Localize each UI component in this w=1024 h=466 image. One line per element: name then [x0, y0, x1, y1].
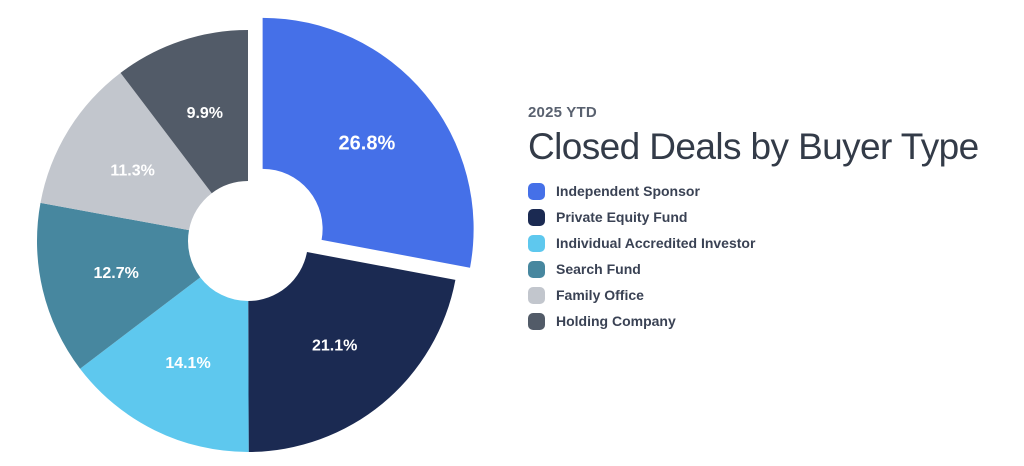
legend-item-search-fund: Search Fund [528, 261, 1018, 278]
legend-label: Family Office [556, 287, 644, 303]
pie-slice-individual-accredited-investor [80, 277, 249, 453]
chart-eyebrow: 2025 YTD [528, 104, 597, 121]
pie-slice-private-equity-fund [248, 252, 456, 452]
pie-slice-search-fund [37, 202, 201, 369]
slice-percent-label-individual-accredited-investor: 14.1% [165, 355, 210, 372]
chart-title: Closed Deals by Buyer Type [528, 126, 979, 167]
legend-label: Independent Sponsor [556, 183, 700, 199]
pie-slice-family-office [40, 72, 212, 231]
legend-swatch-holding-company [528, 313, 545, 330]
legend-label: Search Fund [556, 261, 641, 277]
legend-item-family-office: Family Office [528, 287, 1018, 304]
pie-slice-independent-sponsor [262, 17, 474, 268]
legend-label: Private Equity Fund [556, 209, 688, 225]
slice-percent-label-family-office: 11.3% [110, 163, 154, 180]
slice-percent-label-search-fund: 12.7% [94, 265, 139, 282]
legend-swatch-private-equity-fund [528, 209, 545, 226]
chart-header-panel: 2025 YTD Closed Deals by Buyer Type Inde… [528, 104, 1018, 330]
legend-label: Individual Accredited Investor [556, 235, 756, 251]
legend-item-individual-accredited-investor: Individual Accredited Investor [528, 235, 1018, 252]
slice-percent-label-independent-sponsor: 26.8% [339, 132, 396, 154]
legend-swatch-individual-accredited-investor [528, 235, 545, 252]
legend-swatch-search-fund [528, 261, 545, 278]
legend-item-private-equity-fund: Private Equity Fund [528, 209, 1018, 226]
legend-item-independent-sponsor: Independent Sponsor [528, 183, 1018, 200]
legend-swatch-family-office [528, 287, 545, 304]
slice-percent-label-private-equity-fund: 21.1% [312, 338, 357, 355]
slice-percent-label-holding-company: 9.9% [187, 105, 223, 122]
chart-legend: Independent Sponsor Private Equity Fund In… [528, 183, 1018, 330]
legend-label: Holding Company [556, 313, 676, 329]
pie-slice-holding-company [120, 30, 248, 194]
legend-swatch-independent-sponsor [528, 183, 545, 200]
legend-item-holding-company: Holding Company [528, 313, 1018, 330]
